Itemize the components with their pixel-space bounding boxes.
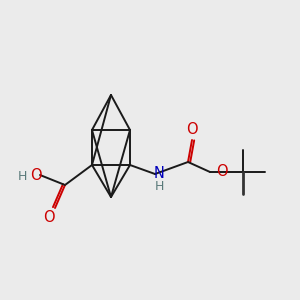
Text: O: O (186, 122, 198, 137)
Text: O: O (30, 169, 42, 184)
Text: N: N (154, 166, 164, 181)
Text: H: H (17, 169, 27, 182)
Text: O: O (43, 211, 55, 226)
Text: O: O (216, 164, 228, 179)
Text: H: H (154, 179, 164, 193)
